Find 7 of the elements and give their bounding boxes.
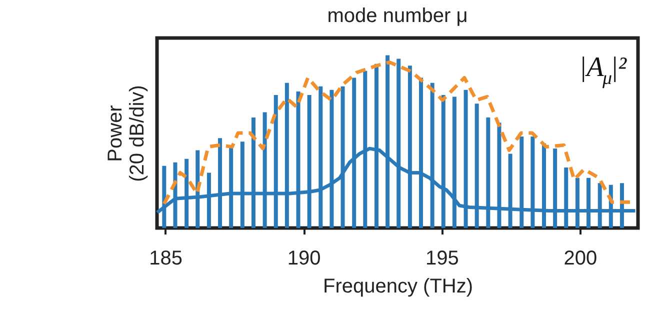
x-tick-label: 195 <box>426 248 459 270</box>
x-tick-label: 185 <box>149 248 182 270</box>
x-tick-label: 200 <box>564 248 598 270</box>
y-axis-title: Power (20 dB/div) <box>104 85 148 182</box>
x2-axis-title: mode number μ <box>327 5 468 27</box>
x-axis-title: Frequency (THz) <box>322 276 474 298</box>
x-tick-label: 190 <box>287 248 321 270</box>
